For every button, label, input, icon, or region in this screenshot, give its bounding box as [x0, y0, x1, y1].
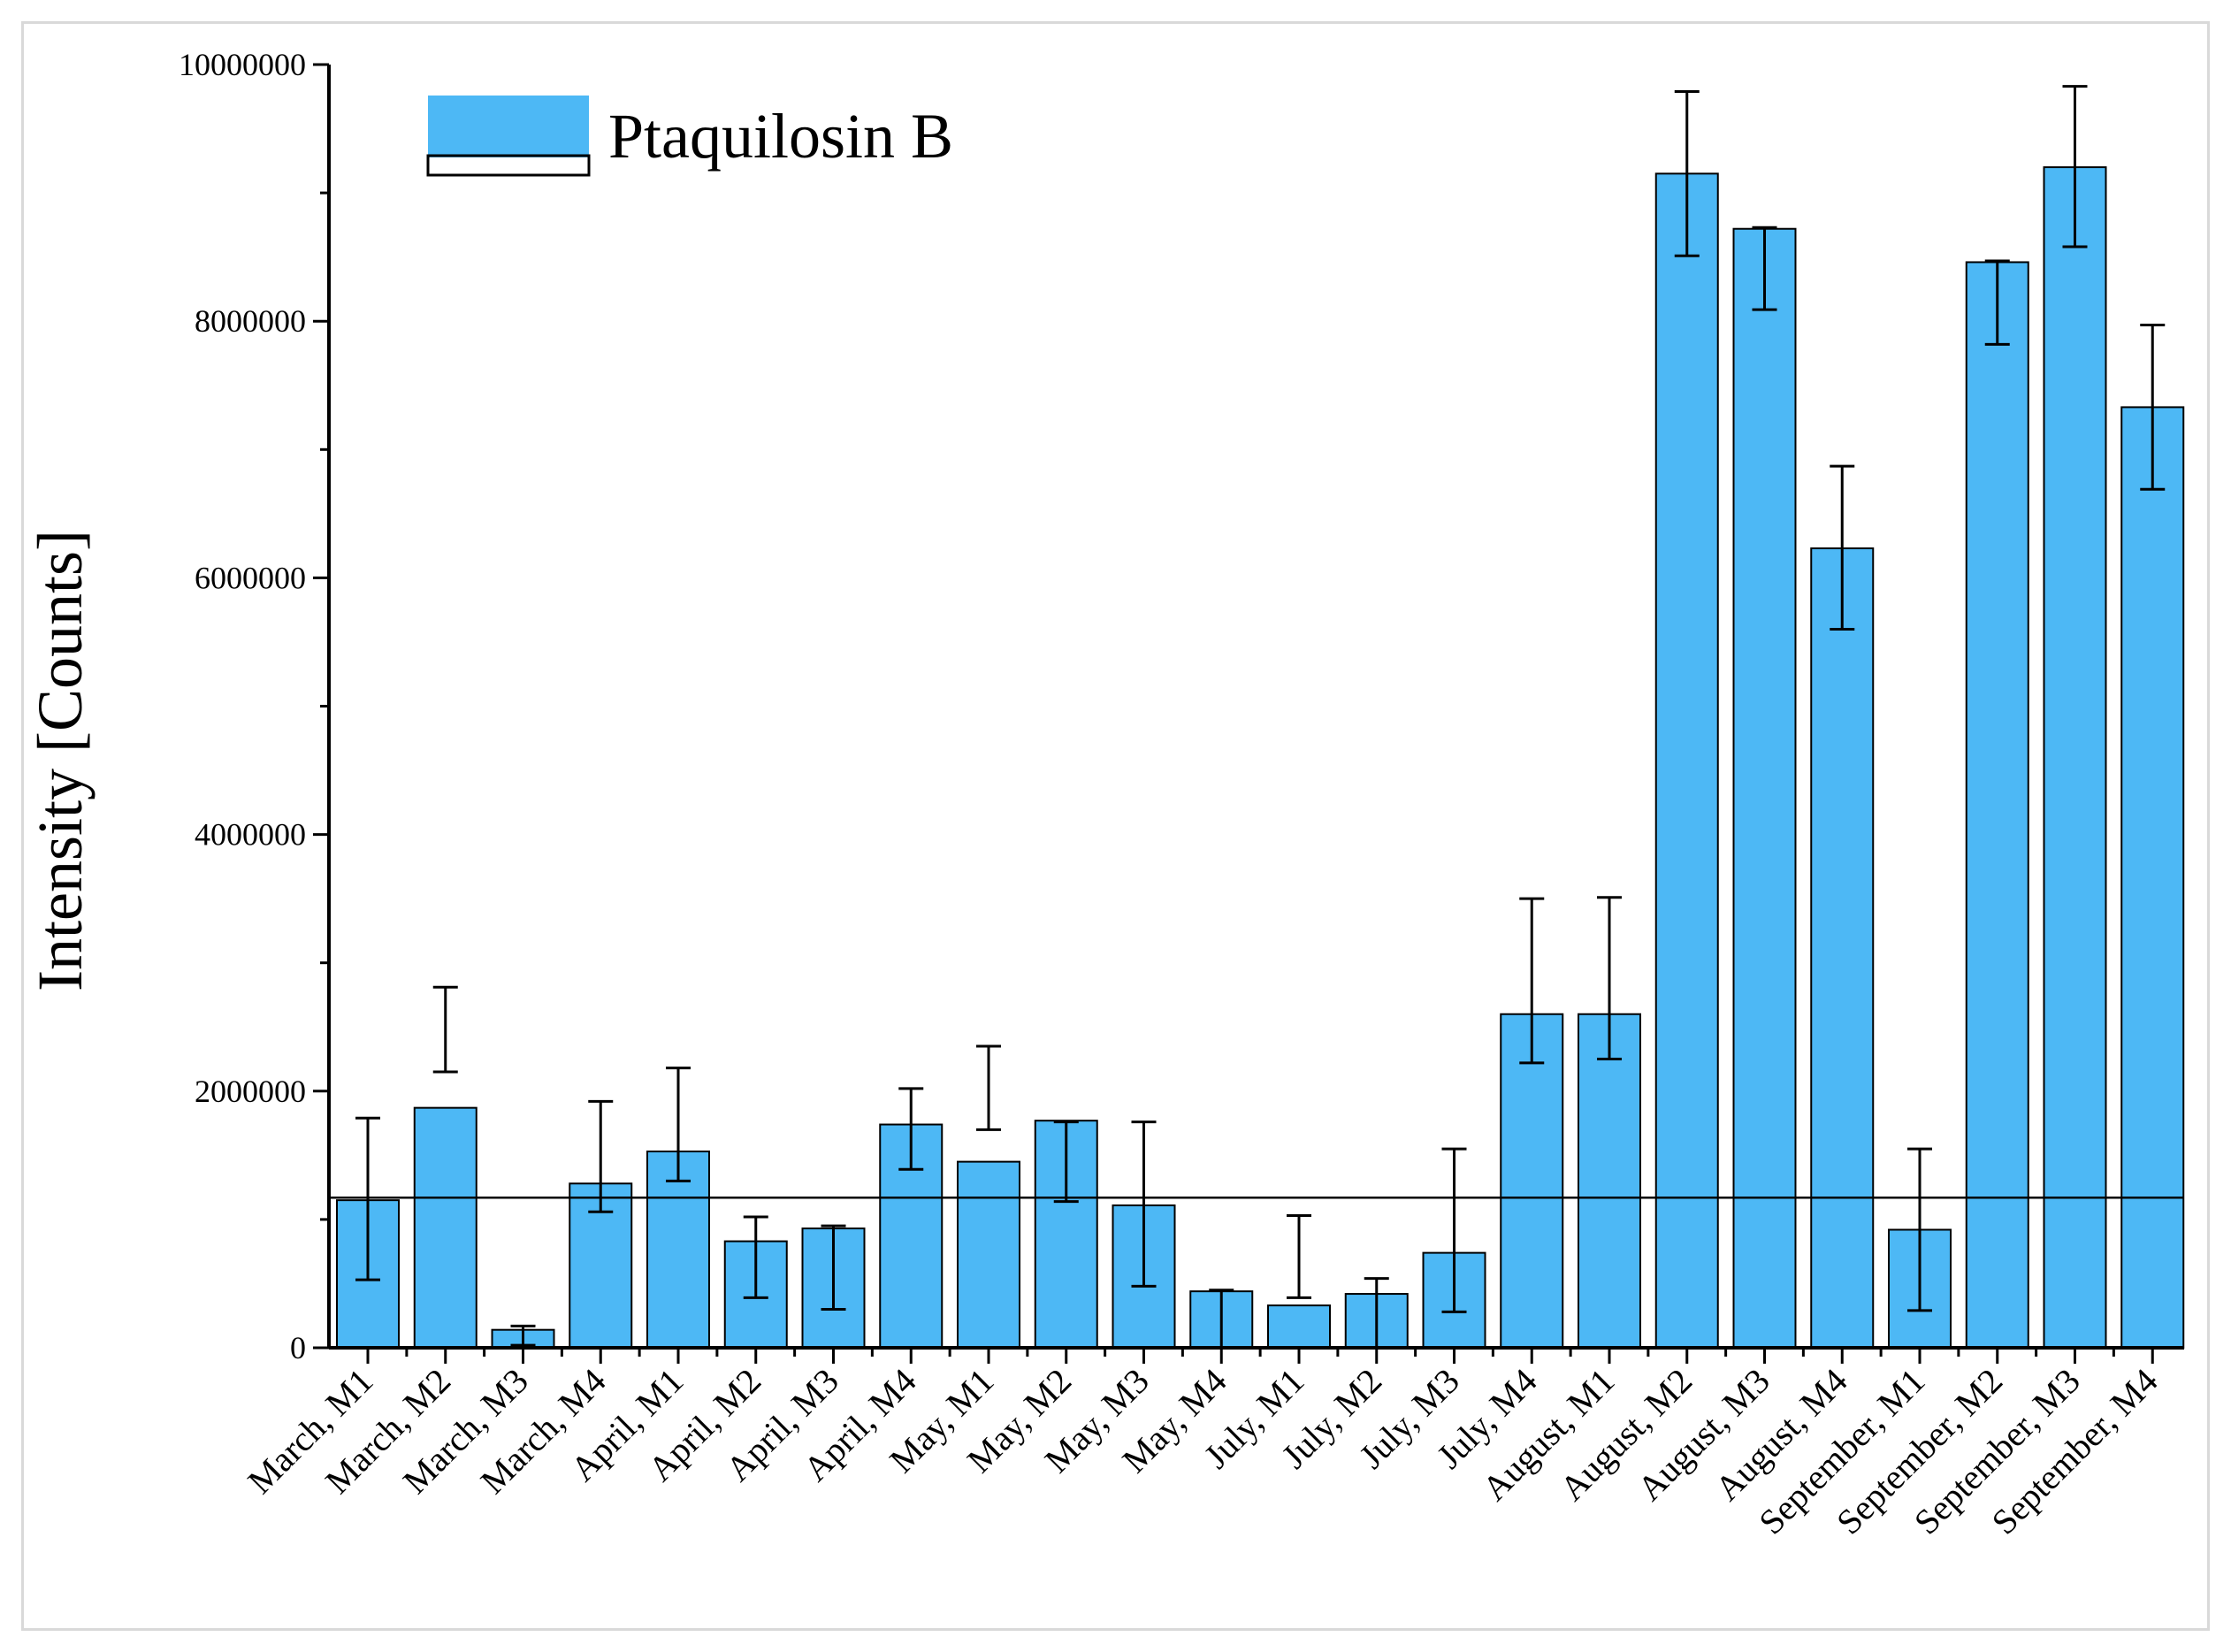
bar-20: [1810, 547, 1875, 1349]
axes: 0200000040000006000000800000010000000Mar…: [179, 47, 2184, 1542]
legend-label: Ptaquilosin B: [608, 101, 953, 172]
y-tick-label-2: 4000000: [195, 817, 306, 853]
bar-18: [1654, 172, 1719, 1350]
bar-16: [1500, 1013, 1564, 1349]
bar-2: [413, 1106, 478, 1349]
bar-19: [1732, 227, 1797, 1349]
y-tick-label-0: 0: [290, 1330, 306, 1365]
bar-13: [1267, 1304, 1331, 1349]
legend-swatch: [428, 96, 589, 157]
y-tick-label-5: 10000000: [179, 47, 306, 82]
bar-23: [2043, 166, 2107, 1350]
bar-22: [1965, 261, 2029, 1350]
y-tick-label-1: 2000000: [195, 1074, 306, 1109]
legend: Ptaquilosin B: [426, 96, 953, 177]
legend-swatch-outline: [426, 154, 591, 177]
bar-9: [957, 1160, 1020, 1349]
plot-area: [329, 85, 2185, 1350]
y-tick-label-3: 6000000: [195, 560, 306, 595]
bar-5: [646, 1150, 710, 1349]
y-axis-label: Intensity [Counts]: [25, 530, 96, 991]
y-tick-label-4: 8000000: [195, 303, 306, 339]
bar-24: [2120, 406, 2185, 1349]
bar-17: [1578, 1013, 1641, 1349]
